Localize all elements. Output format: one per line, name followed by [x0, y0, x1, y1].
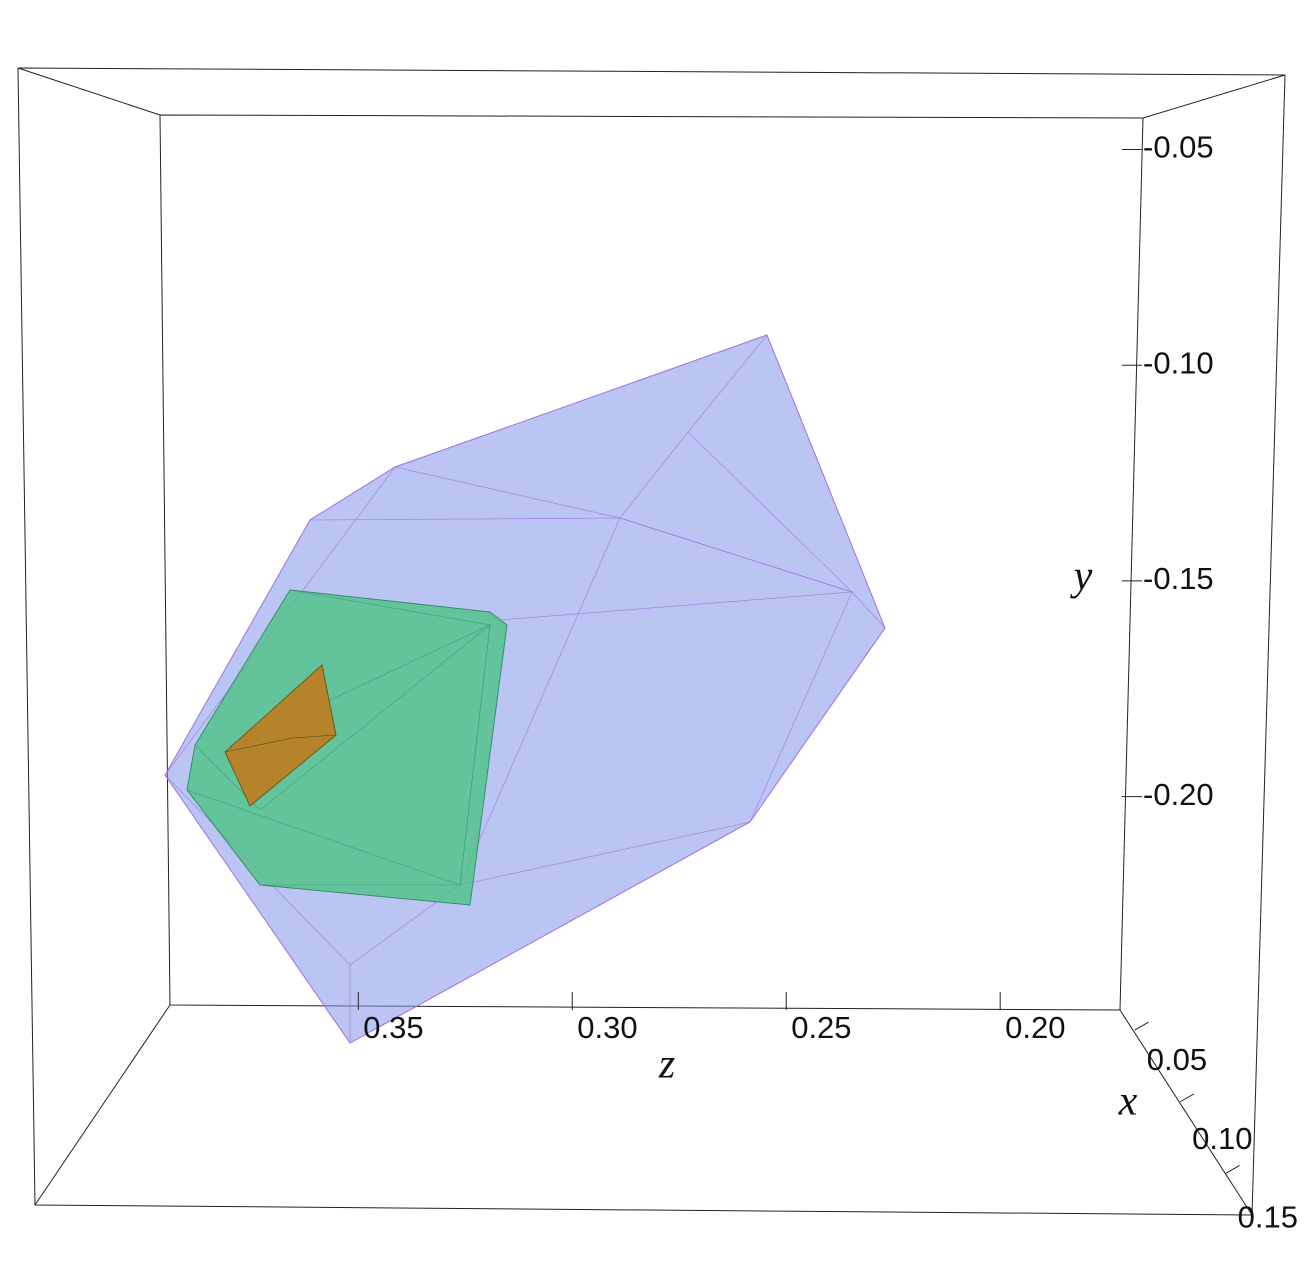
z-tick-label: 0.30 [577, 1010, 637, 1045]
orange-polyhedron [224, 664, 337, 807]
x-tick [1179, 1093, 1195, 1103]
y-tick-label: -0.10 [1143, 345, 1214, 380]
z-axis-title: z [658, 1042, 675, 1088]
y-tick-label: -0.20 [1143, 777, 1214, 812]
z-tick-label: 0.35 [363, 1010, 423, 1045]
x-tick [1225, 1164, 1240, 1174]
x-axis-title: x [1118, 1079, 1138, 1125]
y-tick-label: -0.15 [1143, 561, 1214, 596]
x-tick [1134, 1021, 1149, 1031]
z-tick-label: 0.25 [791, 1010, 851, 1045]
green-polyhedron [186, 589, 508, 906]
x-tick-label: 0.15 [1238, 1200, 1298, 1235]
x-tick-label: 0.10 [1192, 1121, 1252, 1156]
x-tick-label: 0.05 [1147, 1042, 1207, 1077]
bounding-box [17, 67, 1286, 1216]
y-tick-label: -0.05 [1143, 130, 1214, 165]
y-axis-title: y [1070, 554, 1093, 600]
z-tick-label: 0.20 [1005, 1010, 1065, 1045]
